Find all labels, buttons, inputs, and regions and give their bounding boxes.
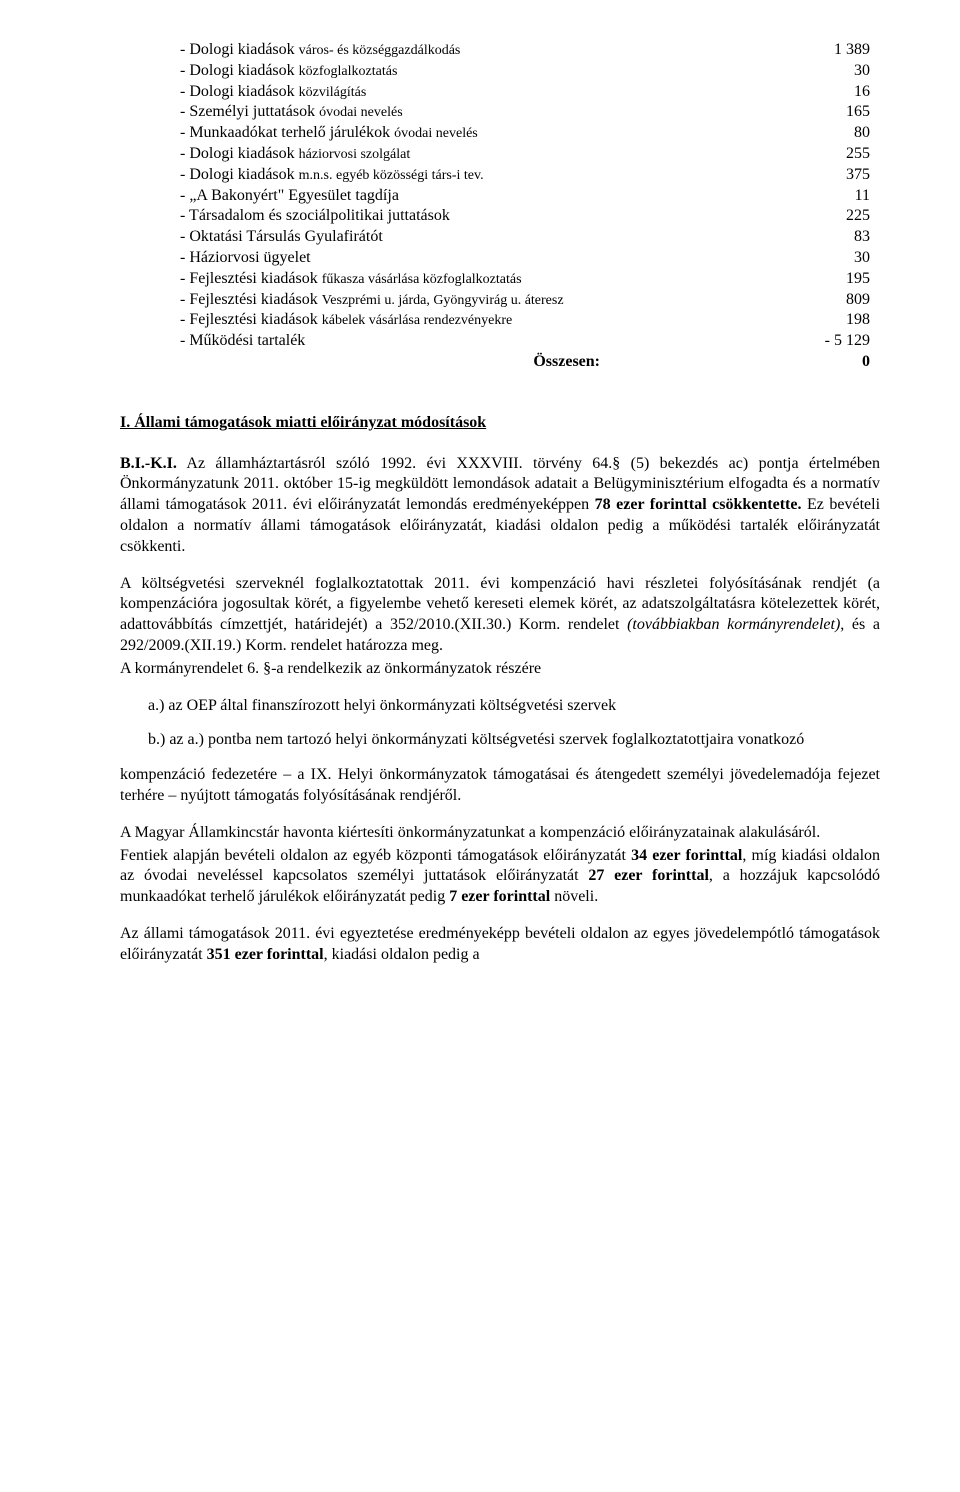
para-bold: 78 ezer forinttal csökkentette. (595, 496, 802, 513)
budget-value: 225 (780, 206, 880, 227)
budget-label: - Dologi kiadások város- és községgazdál… (120, 40, 780, 61)
paragraph: kompenzáció fedezetére – a IX. Helyi önk… (120, 765, 880, 807)
para-bold: B.I.-K.I. (120, 455, 177, 472)
paragraph: B.I.-K.I. Az államháztartásról szóló 199… (120, 454, 880, 558)
para-bold: 34 ezer forinttal (631, 847, 742, 864)
sub-item-a: a.) az OEP által finanszírozott helyi ön… (120, 696, 880, 717)
budget-row: - Személyi juttatások óvodai nevelés165 (120, 102, 880, 123)
budget-label-main: - Oktatási Társulás Gyulafirátót (180, 228, 383, 245)
budget-label: - Működési tartalék (120, 331, 780, 352)
budget-label-small: óvodai nevelés (394, 126, 478, 141)
budget-row: - Működési tartalék - 5 129 (120, 331, 880, 352)
para-bold: 7 ezer forinttal (449, 888, 550, 905)
budget-label-main: - Dologi kiadások (180, 166, 299, 183)
budget-label: - Dologi kiadások m.n.s. egyéb közösségi… (120, 165, 780, 186)
budget-label-main: - Háziorvosi ügyelet (180, 249, 311, 266)
paragraph: Fentiek alapján bevételi oldalon az egyé… (120, 846, 880, 908)
para-bold: 27 ezer forinttal (588, 867, 709, 884)
budget-value: 16 (780, 82, 880, 103)
budget-label: - Munkaadókat terhelő járulékok óvodai n… (120, 123, 780, 144)
budget-value: 255 (780, 144, 880, 165)
budget-label-small: közvilágítás (299, 85, 367, 100)
budget-row: - Fejlesztési kiadások Veszprémi u. járd… (120, 290, 880, 311)
para-text: A Magyar Államkincstár havonta kiértesít… (120, 824, 820, 841)
budget-label: - Háziorvosi ügyelet (120, 248, 780, 269)
budget-label-main: - Fejlesztési kiadások (180, 311, 322, 328)
paragraph: A költségvetési szerveknél foglalkoztato… (120, 574, 880, 657)
budget-row: - Oktatási Társulás Gyulafirátót 83 (120, 227, 880, 248)
budget-row: - Dologi kiadások közvilágítás16 (120, 82, 880, 103)
budget-value: 11 (780, 186, 880, 207)
budget-label-main: - Fejlesztési kiadások (180, 291, 322, 308)
budget-value: - 5 129 (780, 331, 880, 352)
budget-label: - Személyi juttatások óvodai nevelés (120, 102, 780, 123)
budget-value: 165 (780, 102, 880, 123)
paragraph: Az állami támogatások 2011. évi egyeztet… (120, 924, 880, 966)
budget-value: 1 389 (780, 40, 880, 61)
sub-item-b: b.) az a.) pontba nem tartozó helyi önko… (120, 730, 880, 751)
budget-label-main: - Munkaadókat terhelő járulékok (180, 124, 394, 141)
budget-label-main: - „A Bakonyért" Egyesület tagdíja (180, 187, 399, 204)
budget-label: - Oktatási Társulás Gyulafirátót (120, 227, 780, 248)
budget-row: - Háziorvosi ügyelet 30 (120, 248, 880, 269)
para-text: Fentiek alapján bevételi oldalon az egyé… (120, 847, 631, 864)
para-text: növeli. (550, 888, 598, 905)
budget-value: 30 (780, 248, 880, 269)
budget-row: - „A Bakonyért" Egyesület tagdíja 11 (120, 186, 880, 207)
budget-label-main: - Dologi kiadások (180, 145, 299, 162)
budget-value: 83 (780, 227, 880, 248)
budget-value: 195 (780, 269, 880, 290)
budget-label-main: - Fejlesztési kiadások (180, 270, 322, 287)
budget-value: 809 (780, 290, 880, 311)
budget-label-small: óvodai nevelés (319, 105, 403, 120)
budget-label: - Fejlesztési kiadások fűkasza vásárlása… (120, 269, 780, 290)
budget-label: - Dologi kiadások háziorvosi szolgálat (120, 144, 780, 165)
paragraph: A Magyar Államkincstár havonta kiértesít… (120, 823, 880, 844)
budget-row: - Dologi kiadások m.n.s. egyéb közösségi… (120, 165, 880, 186)
para-text: A kormányrendelet 6. §-a rendelkezik az … (120, 660, 541, 677)
budget-label: - Fejlesztési kiadások kábelek vásárlása… (120, 310, 780, 331)
budget-value: 80 (780, 123, 880, 144)
budget-total-row: Összesen: 0 (120, 352, 880, 373)
budget-label-small: fűkasza vásárlása közfoglalkoztatás (322, 272, 522, 287)
budget-total-value: 0 (780, 352, 880, 373)
budget-label: - Fejlesztési kiadások Veszprémi u. járd… (120, 290, 780, 311)
budget-label-main: - Dologi kiadások (180, 41, 299, 58)
budget-label: - Társadalom és szociálpolitikai juttatá… (120, 206, 780, 227)
budget-value: 198 (780, 310, 880, 331)
budget-row: - Dologi kiadások közfoglalkoztatás30 (120, 61, 880, 82)
budget-label: - „A Bakonyért" Egyesület tagdíja (120, 186, 780, 207)
budget-row: - Társadalom és szociálpolitikai juttatá… (120, 206, 880, 227)
para-bold: 351 ezer forinttal (207, 946, 324, 963)
budget-row: - Fejlesztési kiadások fűkasza vásárlása… (120, 269, 880, 290)
budget-label-main: - Társadalom és szociálpolitikai juttatá… (180, 207, 450, 224)
budget-row: - Dologi kiadások háziorvosi szolgálat25… (120, 144, 880, 165)
budget-value: 375 (780, 165, 880, 186)
budget-label-small: Veszprémi u. járda, Gyöngyvirág u. átere… (322, 293, 564, 308)
budget-row: - Munkaadókat terhelő járulékok óvodai n… (120, 123, 880, 144)
budget-label-small: háziorvosi szolgálat (299, 147, 411, 162)
budget-label-main: - Személyi juttatások (180, 103, 319, 120)
budget-label-small: m.n.s. egyéb közösségi társ-i tev. (299, 168, 484, 183)
budget-total-label: Összesen: (120, 352, 780, 373)
budget-label-main: - Dologi kiadások (180, 62, 299, 79)
budget-label: - Dologi kiadások közvilágítás (120, 82, 780, 103)
para-italic: (továbbiakban kormányrendelet) (627, 616, 840, 633)
budget-label-small: közfoglalkoztatás (299, 64, 398, 79)
budget-value: 30 (780, 61, 880, 82)
paragraph: A kormányrendelet 6. §-a rendelkezik az … (120, 659, 880, 680)
para-text: , kiadási oldalon pedig a (324, 946, 480, 963)
budget-label-main: - Működési tartalék (180, 332, 305, 349)
budget-row: - Dologi kiadások város- és községgazdál… (120, 40, 880, 61)
budget-table: - Dologi kiadások város- és községgazdál… (120, 40, 880, 373)
budget-label: - Dologi kiadások közfoglalkoztatás (120, 61, 780, 82)
budget-label-main: - Dologi kiadások (180, 83, 299, 100)
budget-row: - Fejlesztési kiadások kábelek vásárlása… (120, 310, 880, 331)
budget-label-small: város- és községgazdálkodás (299, 43, 461, 58)
section-heading: I. Állami támogatások miatti előirányzat… (120, 413, 880, 434)
budget-label-small: kábelek vásárlása rendezvényekre (322, 313, 512, 328)
